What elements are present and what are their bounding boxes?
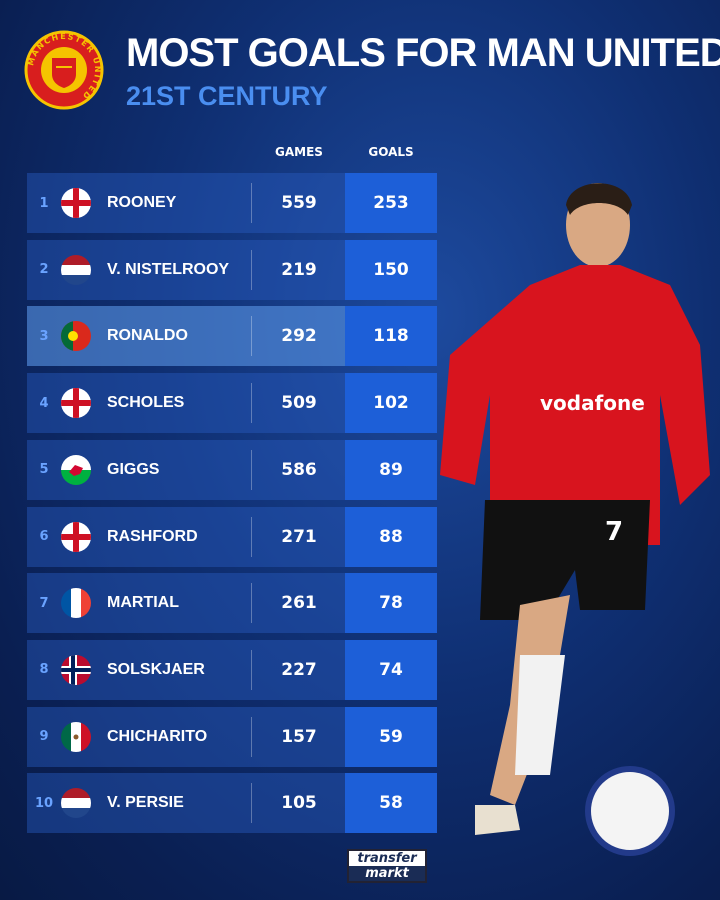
rank: 4 xyxy=(39,395,49,411)
divider xyxy=(251,516,252,557)
goals-value: 102 xyxy=(345,373,437,434)
divider xyxy=(251,583,252,624)
page-subtitle: 21ST CENTURY xyxy=(126,81,328,111)
divider xyxy=(251,316,252,357)
table-row: 8 SOLSKJAER 227 74 xyxy=(27,639,437,700)
england-flag-icon xyxy=(61,388,91,419)
table-row: 2 V. NISTELROOY 219 150 xyxy=(27,239,437,300)
goals-value: 78 xyxy=(345,573,437,634)
table-row: 6 RASHFORD 271 88 xyxy=(27,506,437,567)
player-name: MARTIAL xyxy=(107,594,179,612)
player-name: ROONEY xyxy=(107,194,177,211)
games-value: 219 xyxy=(281,259,317,280)
games-value: 271 xyxy=(281,526,317,547)
goals-value: 58 xyxy=(345,773,437,834)
games-value: 559 xyxy=(281,193,317,213)
rank: 6 xyxy=(39,529,49,544)
rank: 1 xyxy=(39,195,49,211)
table-row: 5 GIGGS 586 89 xyxy=(27,439,437,500)
games-value: 586 xyxy=(281,459,317,480)
divider xyxy=(251,716,252,757)
netherlands-flag-icon xyxy=(61,788,91,819)
games-value: 157 xyxy=(281,726,317,747)
player-name: GIGGS xyxy=(107,460,160,478)
games-value: 261 xyxy=(281,593,317,614)
table-row: 10 V. PERSIE 105 58 xyxy=(27,773,437,834)
games-value: 509 xyxy=(281,393,317,414)
shirt-sponsor: vodafone xyxy=(540,391,645,415)
england-flag-icon xyxy=(61,188,91,218)
france-flag-icon xyxy=(61,588,91,619)
player-name: RASHFORD xyxy=(107,527,198,545)
rank: 3 xyxy=(39,328,49,344)
transfermarkt-logo: transfer markt xyxy=(347,849,427,883)
logo-line-2: markt xyxy=(349,866,425,881)
goals-value: 253 xyxy=(345,173,437,233)
rank: 7 xyxy=(39,595,49,611)
player-photo: vodafone 7 xyxy=(440,183,710,856)
rank: 10 xyxy=(34,795,54,811)
wales-flag-icon xyxy=(61,454,91,485)
goals-value: 74 xyxy=(345,639,437,700)
player-name: V. NISTELROOY xyxy=(107,260,230,278)
man-united-crest: MANCHESTER UNITED xyxy=(24,30,104,110)
rank: 8 xyxy=(39,662,49,678)
player-name: V. PERSIE xyxy=(107,794,184,812)
england-flag-icon xyxy=(61,521,91,552)
games-value: 105 xyxy=(281,793,317,814)
mexico-flag-icon xyxy=(61,721,91,752)
player-name: SOLSKJAER xyxy=(107,660,205,678)
table-row: 7 MARTIAL 261 78 xyxy=(27,573,437,634)
page-title: MOST GOALS FOR MAN UNITED xyxy=(126,31,720,75)
portugal-flag-icon xyxy=(61,321,91,352)
goals-value: 88 xyxy=(345,506,437,567)
player-name: SCHOLES xyxy=(107,394,185,412)
rank: 5 xyxy=(39,462,49,478)
goals-value: 59 xyxy=(345,706,437,767)
goals-value: 150 xyxy=(345,239,437,300)
divider xyxy=(251,249,252,290)
divider xyxy=(251,649,252,690)
games-value: 292 xyxy=(281,326,317,347)
goals-value: 118 xyxy=(345,306,437,367)
divider xyxy=(251,183,252,223)
table-row: 1 ROONEY 559 253 xyxy=(27,173,437,233)
games-column-header: GAMES xyxy=(275,145,323,159)
divider xyxy=(251,383,252,424)
table-row: 4 SCHOLES 509 102 xyxy=(27,373,437,434)
norway-flag-icon xyxy=(61,654,91,685)
player-name: RONALDO xyxy=(107,327,188,345)
logo-line-1: transfer xyxy=(357,851,417,866)
rank: 2 xyxy=(39,262,49,278)
goals-value: 89 xyxy=(345,439,437,500)
games-value: 227 xyxy=(281,659,317,680)
goals-column-header: GOALS xyxy=(368,145,414,159)
netherlands-flag-icon xyxy=(61,254,91,285)
table-row: 3 RONALDO 292 118 xyxy=(27,306,437,367)
rank: 9 xyxy=(39,729,49,745)
shirt-number: 7 xyxy=(605,517,623,547)
divider xyxy=(251,783,252,824)
player-name: CHICHARITO xyxy=(107,727,208,745)
divider xyxy=(251,449,252,490)
table-row: 9 CHICHARITO 157 59 xyxy=(27,706,437,767)
